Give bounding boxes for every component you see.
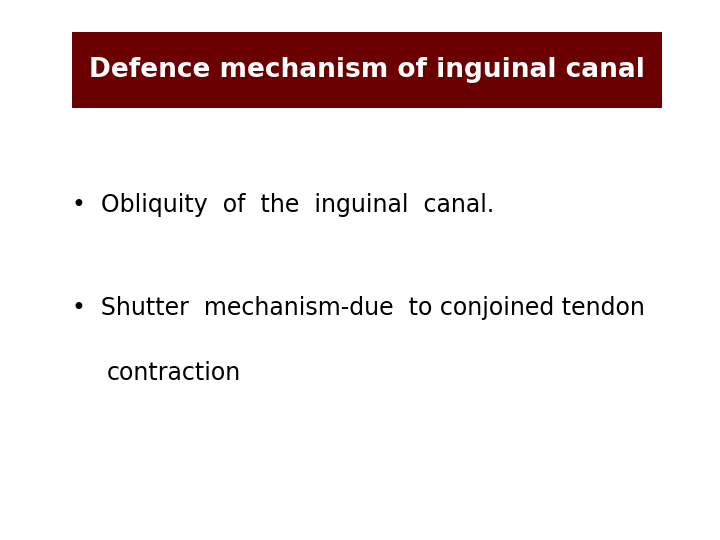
Text: Defence mechanism of inguinal canal: Defence mechanism of inguinal canal (89, 57, 645, 83)
Text: •  Shutter  mechanism-due  to conjoined tendon: • Shutter mechanism-due to conjoined ten… (72, 296, 645, 320)
Text: •  Obliquity  of  the  inguinal  canal.: • Obliquity of the inguinal canal. (72, 193, 494, 217)
Text: contraction: contraction (107, 361, 240, 384)
Bar (72, 32, 662, 108)
